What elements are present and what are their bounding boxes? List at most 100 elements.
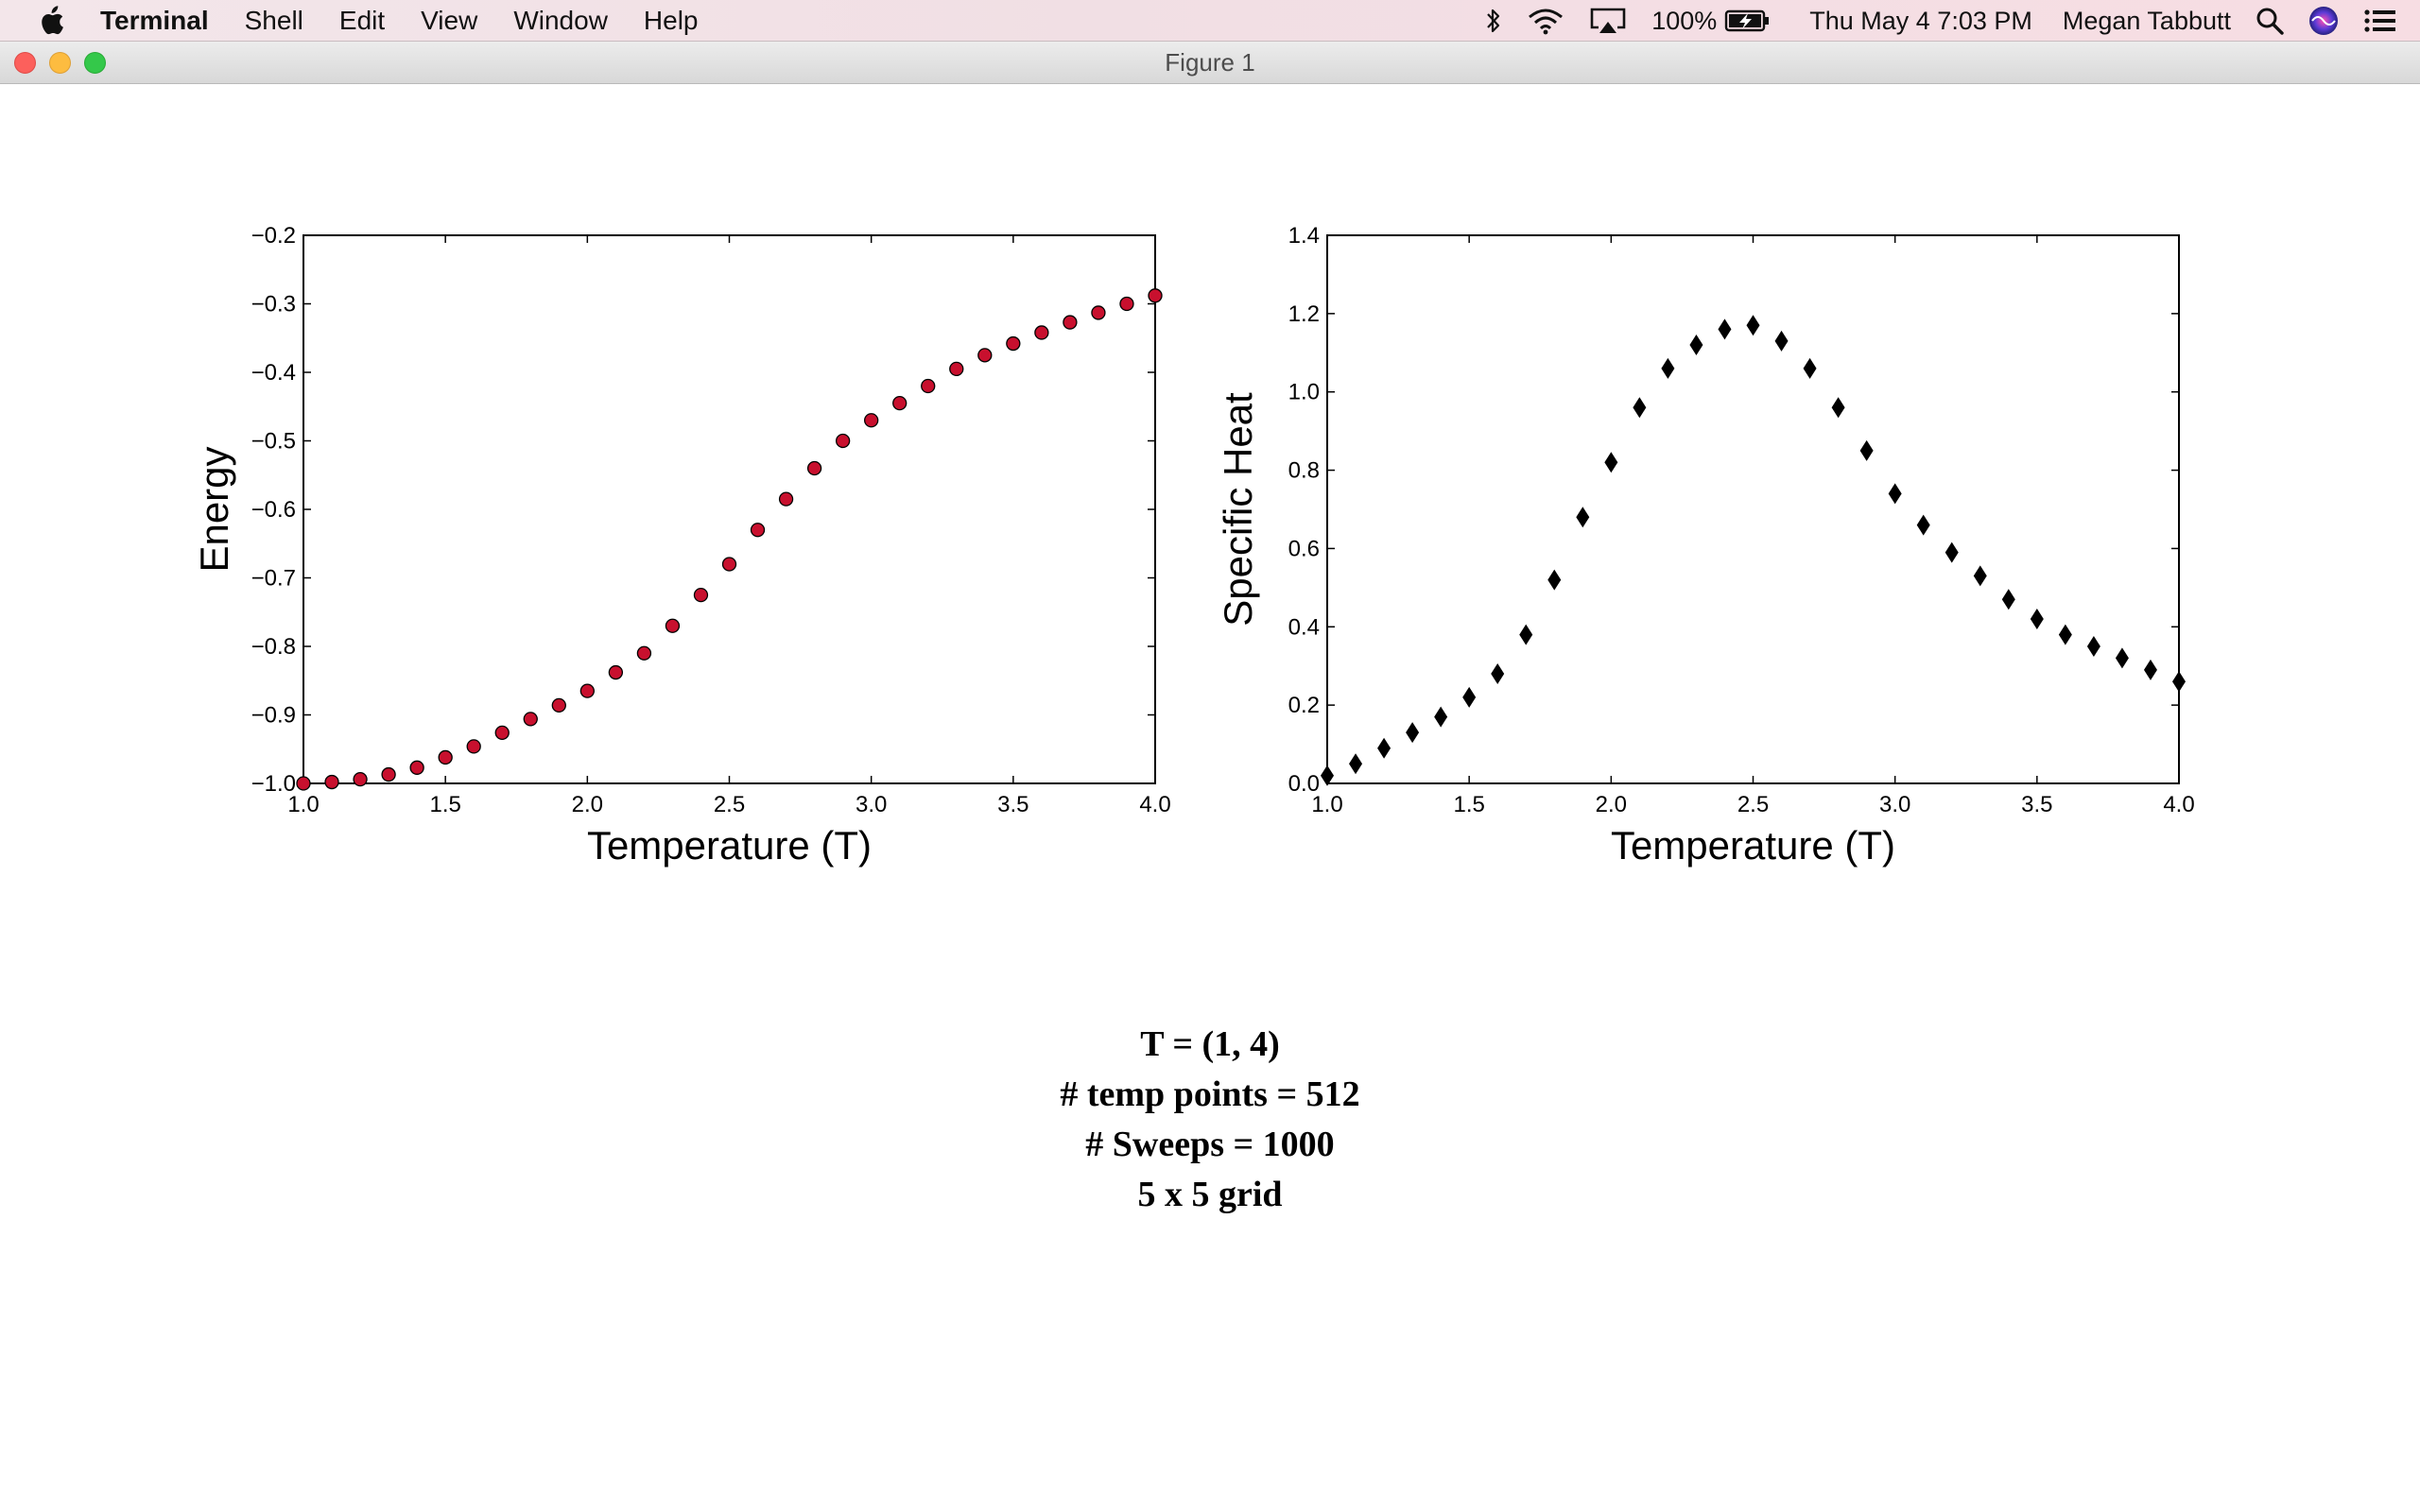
data-point <box>949 361 964 377</box>
window-minimize-button[interactable] <box>49 52 71 74</box>
data-point <box>835 433 851 449</box>
battery-percent: 100% <box>1651 6 1718 35</box>
chart-energy: 1.0 1.5 2.0 2.5 3.0 3.5 4.0 −1.0 −0.9 −0.8 −0.7 −0.… <box>192 223 1171 868</box>
data-point <box>1604 452 1618 473</box>
x-tick-label: 4.0 <box>1139 792 1170 817</box>
figure-caption: T = (1, 4) # temp points = 512 # Sweeps … <box>0 1020 2420 1220</box>
y-tick-label: 0.2 <box>1288 693 1320 718</box>
data-point <box>523 712 538 727</box>
menu-terminal[interactable]: Terminal <box>100 5 209 35</box>
x-tick-label: 4.0 <box>2163 792 2194 817</box>
data-point <box>1661 357 1675 379</box>
x-axis-label: Temperature (T) <box>587 823 872 868</box>
menu-help[interactable]: Help <box>643 5 699 35</box>
data-point <box>665 618 681 633</box>
data-point <box>1945 541 1959 563</box>
data-point <box>921 378 936 394</box>
y-axis-label: Specific Heat <box>1216 392 1260 627</box>
data-point <box>2115 647 2129 669</box>
data-point <box>1774 330 1789 352</box>
x-axis-label: Temperature (T) <box>1611 823 1895 868</box>
figure-canvas: 1.0 1.5 2.0 2.5 3.0 3.5 4.0 −1.0 −0.9 −0.8 −0.7 −0.… <box>0 84 2420 1512</box>
x-tick-label: 3.5 <box>997 792 1028 817</box>
data-point <box>438 749 453 765</box>
x-tick-label: 2.5 <box>714 792 745 817</box>
x-tick-label: 1.5 <box>1453 792 1484 817</box>
data-point <box>1746 315 1760 336</box>
data-point <box>1063 315 1078 330</box>
data-point <box>1916 514 1930 536</box>
data-point <box>579 683 595 698</box>
data-point <box>1689 335 1703 355</box>
data-point <box>693 587 709 603</box>
data-point <box>1034 325 1049 340</box>
wifi-icon[interactable] <box>1527 7 1564 35</box>
apple-logo-icon[interactable] <box>38 5 66 36</box>
data-point <box>296 776 311 791</box>
notification-center-icon[interactable] <box>2363 8 2397 34</box>
y-tick-label: −0.3 <box>251 292 296 318</box>
data-point <box>1888 483 1902 505</box>
x-tick-label: 1.0 <box>1311 792 1342 817</box>
data-point <box>1091 305 1106 320</box>
data-point <box>1148 288 1163 303</box>
airplay-icon[interactable] <box>1589 7 1627 35</box>
y-tick-label: −1.0 <box>251 771 296 797</box>
data-point <box>2030 609 2044 629</box>
x-tick-label: 3.0 <box>1879 792 1910 817</box>
window-title: Figure 1 <box>1165 48 1255 77</box>
data-point <box>1377 737 1392 759</box>
menu-edit[interactable]: Edit <box>338 5 386 35</box>
y-tick-label: 0.0 <box>1288 771 1320 797</box>
data-point <box>864 413 879 428</box>
data-point <box>409 760 424 775</box>
menu-window[interactable]: Window <box>513 5 608 35</box>
y-tick-label: 1.4 <box>1288 223 1320 249</box>
data-point <box>2143 659 2157 680</box>
menubar-user[interactable]: Megan Tabbutt <box>2062 6 2231 35</box>
caption-line-sweeps: # Sweeps = 1000 <box>1085 1125 1335 1164</box>
data-point <box>1119 296 1134 312</box>
data-point <box>1831 397 1845 419</box>
data-point <box>778 491 794 507</box>
menu-view[interactable]: View <box>421 5 478 35</box>
data-point <box>892 395 908 411</box>
data-point <box>806 460 822 476</box>
data-point <box>551 697 566 713</box>
y-tick-label: 1.0 <box>1288 380 1320 405</box>
y-tick-label: −0.6 <box>251 497 296 523</box>
x-tick-label: 1.0 <box>287 792 319 817</box>
window-title-bar[interactable]: Figure 1 <box>0 42 2420 84</box>
y-tick-label: −0.8 <box>251 634 296 660</box>
data-point <box>2058 624 2072 645</box>
battery-charging-icon[interactable] <box>1724 8 1772 34</box>
data-points <box>296 288 1163 791</box>
data-point <box>494 725 510 740</box>
data-point <box>1576 507 1590 528</box>
data-point <box>353 772 368 787</box>
menubar-datetime[interactable]: Thu May 4 7:03 PM <box>1809 6 2032 35</box>
y-tick-label: 0.4 <box>1288 614 1320 640</box>
data-point <box>1547 569 1562 591</box>
window-zoom-button[interactable] <box>84 52 106 74</box>
y-tick-label: −0.7 <box>251 566 296 592</box>
window-close-button[interactable] <box>14 52 36 74</box>
caption-line-grid-size: 5 x 5 grid <box>1137 1175 1283 1214</box>
x-tick-label: 3.5 <box>2021 792 2052 817</box>
data-point <box>750 523 766 538</box>
spotlight-search-icon[interactable] <box>2256 7 2284 35</box>
bluetooth-icon[interactable] <box>1485 7 1502 35</box>
data-points <box>1321 315 2186 786</box>
menu-shell[interactable]: Shell <box>244 5 303 35</box>
siri-icon[interactable] <box>2308 6 2339 36</box>
data-point <box>1519 624 1533 645</box>
data-point <box>1633 397 1647 419</box>
data-point <box>381 766 396 782</box>
x-tick-label: 1.5 <box>429 792 460 817</box>
y-tick-label: −0.2 <box>251 223 296 249</box>
chart-specific-heat: 1.0 1.5 2.0 2.5 3.0 3.5 4.0 0.0 0.2 0.4 0.6 0.8 1.0 1… <box>1216 223 2195 868</box>
data-point <box>721 557 737 572</box>
data-point <box>608 664 624 680</box>
plot-frame <box>302 234 1156 784</box>
figure-svg: 1.0 1.5 2.0 2.5 3.0 3.5 4.0 −1.0 −0.9 −0.8 −0.7 −0.… <box>192 223 2195 868</box>
